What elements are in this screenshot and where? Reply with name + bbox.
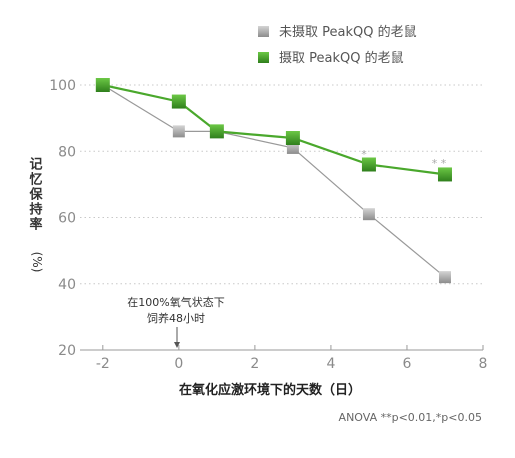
- data-point-treated-x5: [361, 157, 376, 172]
- data-point-untreated-x5: [362, 208, 375, 221]
- event-annotation-line2: 饲养48小时: [147, 311, 205, 325]
- data-point-treated-x0: [171, 94, 186, 109]
- event-annotation-line1: 在100%氧气状态下: [127, 295, 224, 309]
- y-tick-label-20: 20: [58, 343, 76, 359]
- significance-marker-day5: *: [361, 148, 367, 161]
- x-tick-label-8: 8: [479, 356, 488, 372]
- x-tick-label-2: 2: [250, 356, 259, 372]
- x-tick-label-0: 0: [174, 356, 183, 372]
- x-axis-label: 在氧化应激环境下的天数（日）: [179, 382, 361, 398]
- significance-marker-day7: * *: [432, 157, 447, 170]
- y-tick-label-60: 60: [58, 211, 76, 227]
- y-axis-label: 记忆保持率: [27, 157, 44, 232]
- y-tick-label-40: 40: [58, 277, 76, 293]
- y-tick-label-80: 80: [58, 144, 76, 160]
- y-tick-label-100: 100: [49, 78, 76, 94]
- x-tick-label--2: -2: [96, 356, 110, 372]
- y-axis-unit: (%): [30, 252, 44, 273]
- series-line-treated: [102, 83, 446, 176]
- data-point-untreated-x7: [438, 271, 451, 284]
- series-line-untreated: [102, 84, 446, 278]
- legend-label-untreated: 未摄取 PeakQQ 的老鼠: [279, 24, 417, 40]
- x-tick-label-4: 4: [326, 356, 335, 372]
- event-annotation-arrowhead: [174, 342, 180, 348]
- data-point-treated-x1: [209, 124, 224, 139]
- data-point-treated-x7: [437, 167, 452, 182]
- stats-note: ANOVA **p<0.01,*p<0.05: [339, 411, 482, 424]
- data-point-untreated-x0: [172, 125, 185, 138]
- legend-swatch-untreated: [258, 26, 269, 37]
- legend-label-treated: 摄取 PeakQQ 的老鼠: [279, 50, 404, 66]
- data-point-treated-x-2: [95, 78, 110, 92]
- data-point-treated-x3: [285, 131, 300, 145]
- x-tick-label-6: 6: [403, 356, 412, 372]
- legend-swatch-treated: [258, 52, 269, 63]
